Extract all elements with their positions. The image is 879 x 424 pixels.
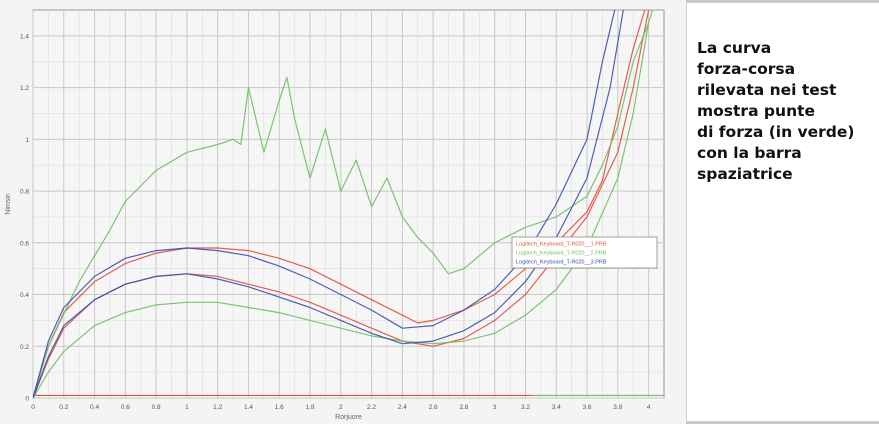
x-tick-label: 1.6: [275, 404, 284, 411]
x-tick-label: 3.2: [521, 404, 530, 411]
y-tick-label: 1.4: [20, 33, 29, 40]
y-tick-label: 0.6: [20, 240, 29, 247]
legend-entry: Logitech_Keyboard_T-R020__2.PRB: [516, 251, 607, 257]
x-tick-label: 0.4: [90, 404, 99, 411]
x-tick-label: 1.2: [213, 404, 222, 411]
y-tick-label: 1: [25, 137, 29, 144]
caption-line: spaziatrice: [697, 165, 793, 183]
legend-box: [511, 236, 658, 269]
top-rule: [686, 0, 879, 3]
x-tick-label: 3.8: [613, 404, 622, 411]
x-tick-label: 3: [493, 404, 497, 411]
bottom-rule: [686, 421, 879, 424]
y-tick-label: 0: [25, 396, 29, 403]
x-tick-label: 3.4: [552, 404, 561, 411]
x-tick-label: 0: [31, 404, 35, 411]
x-tick-label: 2.4: [398, 404, 407, 411]
y-tick-label: 0.2: [20, 344, 29, 351]
x-tick-label: 0.6: [121, 404, 130, 411]
x-tick-label: 2.8: [459, 404, 468, 411]
series-line-3: [33, 10, 654, 398]
x-tick-label: 1.8: [306, 404, 315, 411]
force-travel-chart: 0 0.2 0.4 0.6 0.8 1 1.2 1.4 1.6 1.8 2 2.2 2.4 2.6 2.8 3…: [5, 9, 665, 421]
x-axis-label: Rorjuore: [335, 414, 362, 421]
caption-line: con la barra: [697, 144, 802, 162]
plot-area: [32, 9, 665, 399]
chart-panel: 0 0.2 0.4 0.6 0.8 1 1.2 1.4 1.6 1.8 2 2.2 2.4 2.6 2.8 3…: [0, 0, 687, 424]
series-line-4: [33, 22, 650, 398]
caption: La curva forza-corsa rilevata nei test m…: [697, 38, 873, 185]
caption-line: mostra punte: [697, 102, 816, 120]
legend-entry: Logitech_Keyboard_T-R020__3.PRB: [516, 260, 607, 266]
caption-line: La curva: [697, 39, 772, 57]
series-line-5: [33, 10, 616, 398]
x-tick-label: 1: [185, 404, 189, 411]
y-axis-label: Nimsin: [5, 193, 12, 214]
legend: Logitech_Keyboard_T-R020__1.PRB Logitech_…: [511, 236, 658, 269]
x-tick-label: 2.2: [367, 404, 376, 411]
x-tick-label: 1.4: [244, 404, 253, 411]
y-tick-label: 0.8: [20, 189, 29, 196]
series-line-1: [33, 10, 646, 398]
x-tick-label: 0.8: [152, 404, 161, 411]
x-tick-label: 4: [647, 404, 651, 411]
grid: [32, 9, 665, 399]
caption-line: di forza (in verde): [697, 123, 855, 141]
x-tick-label: 2: [339, 404, 343, 411]
y-tick-label: 1.2: [20, 85, 29, 92]
x-tick-label: 3.6: [583, 404, 592, 411]
x-tick-label: 2.6: [429, 404, 438, 411]
caption-line: rilevata nei test: [697, 81, 837, 99]
axes: 0 0.2 0.4 0.6 0.8 1 1.2 1.4 1.6 1.8 2 2.2 2.4 2.6 2.8 3…: [5, 33, 651, 421]
x-tick-label: 0.2: [59, 404, 68, 411]
caption-line: forza-corsa: [697, 60, 796, 78]
legend-entry: Logitech_Keyboard_T-R020__1.PRB: [516, 242, 607, 248]
y-tick-label: 0.4: [20, 292, 29, 299]
